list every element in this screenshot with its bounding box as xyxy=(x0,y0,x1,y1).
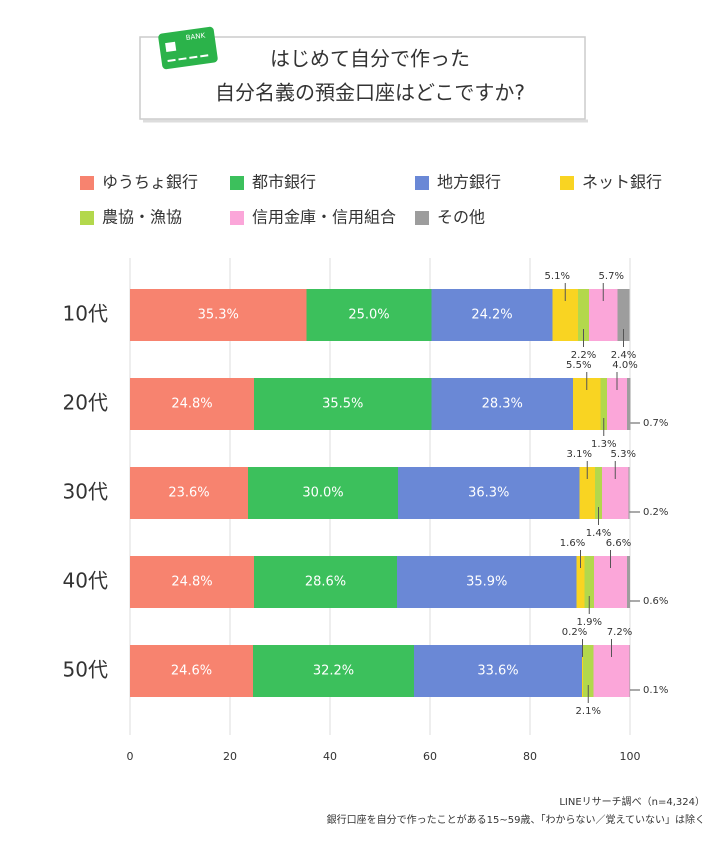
legend-label: 農協・漁協 xyxy=(102,208,182,227)
value-label: 5.3% xyxy=(611,449,636,460)
legend-swatch xyxy=(80,176,94,190)
legend-swatch xyxy=(560,176,574,190)
bar-segment xyxy=(248,467,398,519)
chart-title: 自分名義の預金口座はどこですか? xyxy=(215,81,525,105)
bar-segment xyxy=(629,645,630,697)
value-label: 0.1% xyxy=(643,685,668,696)
value-label: 35.9% xyxy=(466,575,507,590)
bar-segment xyxy=(130,467,248,519)
bar-segment xyxy=(306,289,432,341)
value-label: 24.2% xyxy=(471,308,512,323)
icon-text: BANK xyxy=(185,31,206,42)
bar-segment xyxy=(398,467,580,519)
legend-swatch xyxy=(415,176,429,190)
x-tick-label: 60 xyxy=(423,750,437,763)
legend-label: ゆうちょ銀行 xyxy=(102,173,198,192)
bar-segment xyxy=(130,556,254,608)
bar-segment xyxy=(254,378,432,430)
value-label: 1.9% xyxy=(577,617,602,628)
bar-segment xyxy=(578,289,589,341)
value-label: 0.2% xyxy=(562,627,587,638)
y-tick-label: 40代 xyxy=(63,569,108,593)
bar-segment xyxy=(431,289,553,341)
value-label: 7.2% xyxy=(607,627,632,638)
value-label: 25.0% xyxy=(348,308,389,323)
value-label: 35.3% xyxy=(198,308,239,323)
value-label: 5.7% xyxy=(599,271,624,282)
bar-segment xyxy=(130,645,253,697)
legend-swatch xyxy=(230,176,244,190)
x-tick-label: 40 xyxy=(323,750,337,763)
bar-segment xyxy=(595,467,602,519)
bar-segment xyxy=(627,378,631,430)
value-label: 28.3% xyxy=(482,397,523,412)
value-label: 5.5% xyxy=(566,360,591,371)
x-tick-label: 80 xyxy=(523,750,537,763)
value-label: 24.8% xyxy=(171,575,212,590)
legend-swatch xyxy=(80,211,94,225)
source: LINEリサーチ調べ（n=4,324） xyxy=(559,795,705,808)
value-label: 32.2% xyxy=(313,664,354,679)
value-label: 2.1% xyxy=(576,706,601,717)
bar-segment xyxy=(431,378,573,430)
legend-swatch xyxy=(415,211,429,225)
bar-segment xyxy=(576,556,585,608)
note: 銀行口座を自分で作ったことがある15~59歳、「わからない／覚えていない」は除く xyxy=(327,813,705,826)
bar-segment xyxy=(607,378,627,430)
bar-segment xyxy=(583,645,594,697)
legend-label: 地方銀行 xyxy=(437,173,501,192)
value-label: 6.6% xyxy=(606,538,631,549)
y-tick-label: 20代 xyxy=(63,391,108,415)
bar-segment xyxy=(579,467,595,519)
value-label: 24.8% xyxy=(171,397,212,412)
value-label: 30.0% xyxy=(302,486,343,501)
x-tick-label: 100 xyxy=(620,750,641,763)
bar-segment xyxy=(617,289,630,341)
value-label: 5.1% xyxy=(545,271,570,282)
value-label: 28.6% xyxy=(305,575,346,590)
y-tick-label: 50代 xyxy=(63,658,108,682)
value-label: 36.3% xyxy=(468,486,509,501)
legend-label: その他 xyxy=(437,208,485,227)
bar-segment xyxy=(397,556,577,608)
bar-segment xyxy=(130,289,307,341)
bar-segment xyxy=(130,378,254,430)
legend-swatch xyxy=(230,211,244,225)
value-label: 0.2% xyxy=(643,507,668,518)
value-label: 1.6% xyxy=(560,538,585,549)
value-label: 3.1% xyxy=(567,449,592,460)
legend-label: ネット銀行 xyxy=(582,173,662,192)
value-label: 24.6% xyxy=(171,664,212,679)
y-tick-label: 30代 xyxy=(63,480,108,504)
chart-title: はじめて自分で作った xyxy=(270,47,470,71)
value-label: 23.6% xyxy=(168,486,209,501)
bar-segment xyxy=(628,467,630,519)
bar-segment xyxy=(627,556,630,608)
legend-label: 信用金庫・信用組合 xyxy=(252,208,396,227)
bar-segment xyxy=(414,645,582,697)
value-label: 35.5% xyxy=(322,397,363,412)
y-tick-label: 10代 xyxy=(63,302,108,326)
value-label: 4.0% xyxy=(612,360,637,371)
bank-card-icon: BANK xyxy=(158,26,218,70)
value-label: 2.4% xyxy=(611,350,636,361)
value-label: 1.4% xyxy=(586,528,611,539)
bar-segment xyxy=(253,645,414,697)
bar-segment xyxy=(600,378,607,430)
value-label: 33.6% xyxy=(477,664,518,679)
legend-label: 都市銀行 xyxy=(252,173,316,192)
x-tick-label: 20 xyxy=(223,750,237,763)
value-label: 0.7% xyxy=(643,418,668,429)
bar-segment xyxy=(254,556,397,608)
bar-segment xyxy=(584,556,594,608)
value-label: 2.2% xyxy=(571,350,596,361)
x-tick-label: 0 xyxy=(127,750,134,763)
value-label: 1.3% xyxy=(591,439,616,450)
bar-segment xyxy=(582,645,583,697)
value-label: 0.6% xyxy=(643,596,668,607)
